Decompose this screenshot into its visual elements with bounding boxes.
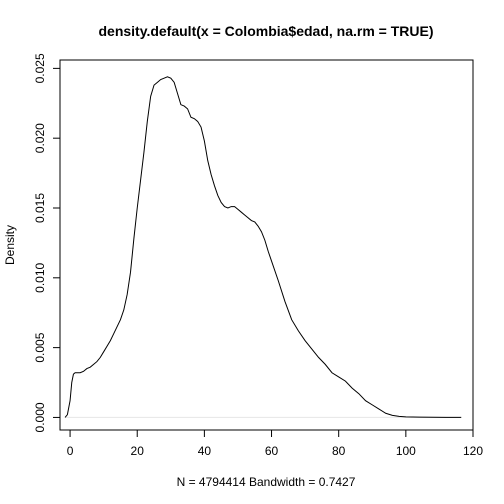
x-tick-label: 0	[67, 444, 74, 458]
x-tick-label: 80	[332, 444, 346, 458]
y-tick-label: 0.000	[33, 402, 47, 432]
y-tick-label: 0.025	[33, 53, 47, 83]
x-tick-label: 60	[265, 444, 279, 458]
y-axis: 0.000 0.005 0.010 0.015 0.020 0.025	[33, 53, 61, 432]
density-curve	[64, 76, 462, 418]
x-tick-label: 40	[198, 444, 212, 458]
x-axis: 0 20 40 60 80 100 120	[67, 429, 483, 458]
y-tick-label: 0.010	[33, 262, 47, 292]
x-tick-label: 120	[463, 444, 483, 458]
y-tick-label: 0.020	[33, 123, 47, 153]
x-tick-label: 20	[131, 444, 145, 458]
x-tick-label: 100	[396, 444, 416, 458]
x-axis-label: N = 4794414 Bandwidth = 0.7427	[177, 475, 356, 489]
y-tick-label: 0.015	[33, 193, 47, 223]
plot-title: density.default(x = Colombia$edad, na.rm…	[98, 23, 433, 39]
y-axis-label: Density	[3, 225, 17, 265]
y-tick-label: 0.005	[33, 332, 47, 362]
